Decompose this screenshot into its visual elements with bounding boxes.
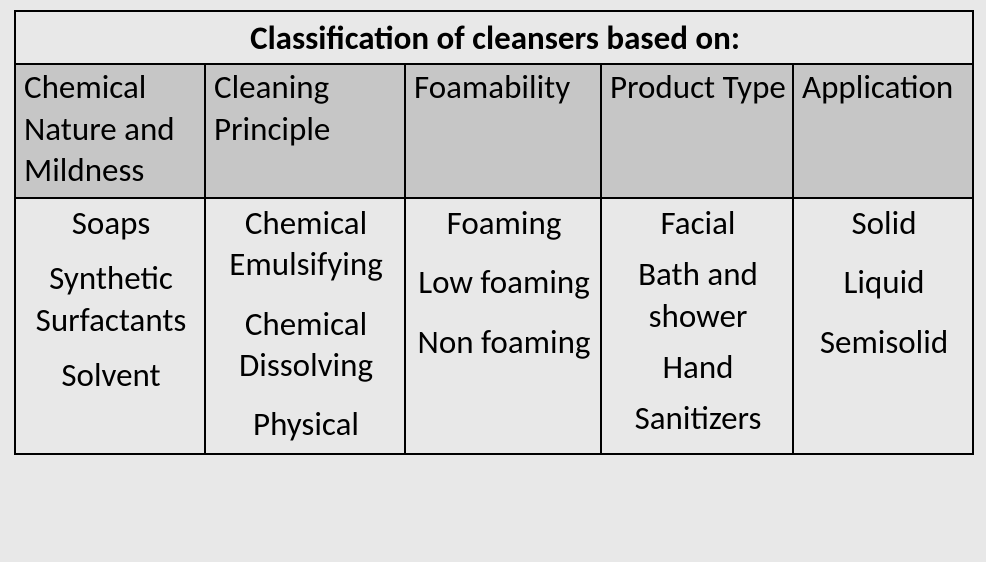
cell-value: Semisolid xyxy=(802,322,966,363)
cell-application: Solid Liquid Semisolid xyxy=(793,198,973,454)
cell-value: Liquid xyxy=(802,262,966,303)
col-header-product-type: Product Type xyxy=(601,64,793,198)
cell-value: Low foaming xyxy=(414,262,594,303)
cell-product-type: Facial Bath and shower Hand Sanitizers xyxy=(601,198,793,454)
table-title-row: Classification of cleansers based on: xyxy=(15,11,973,64)
table-body-row: Soaps Synthetic Surfactants Solvent Chem… xyxy=(15,198,973,454)
cell-value: Facial xyxy=(610,203,786,244)
cell-value: Foaming xyxy=(414,203,594,244)
table-title: Classification of cleansers based on: xyxy=(250,18,740,58)
col-header-chemical-nature: Chemical Nature and Mildness xyxy=(15,64,205,198)
col-header-cleaning-principle: Cleaning Principle xyxy=(205,64,405,198)
cell-value: Solvent xyxy=(24,355,198,396)
cell-value: Physical xyxy=(214,404,398,445)
cell-value: Bath and shower xyxy=(610,254,786,337)
cell-chemical-nature: Soaps Synthetic Surfactants Solvent xyxy=(15,198,205,454)
col-header-application: Application xyxy=(793,64,973,198)
col-header-foamability: Foamability xyxy=(405,64,601,198)
cell-value: Soaps xyxy=(24,203,198,244)
cell-value: Chemical Emulsifying xyxy=(214,203,398,286)
cell-value: Sanitizers xyxy=(610,398,786,439)
cleansers-classification-table: Classification of cleansers based on: Ch… xyxy=(14,10,974,455)
cell-value: Synthetic Surfactants xyxy=(24,258,198,341)
cell-cleaning-principle: Chemical Emulsifying Chemical Dissolving… xyxy=(205,198,405,454)
table-header-row: Chemical Nature and Mildness Cleaning Pr… xyxy=(15,64,973,198)
cell-foamability: Foaming Low foaming Non foaming xyxy=(405,198,601,454)
cell-value: Hand xyxy=(610,347,786,388)
cell-value: Chemical Dissolving xyxy=(214,304,398,387)
cell-value: Solid xyxy=(802,203,966,244)
cell-value: Non foaming xyxy=(414,322,594,363)
